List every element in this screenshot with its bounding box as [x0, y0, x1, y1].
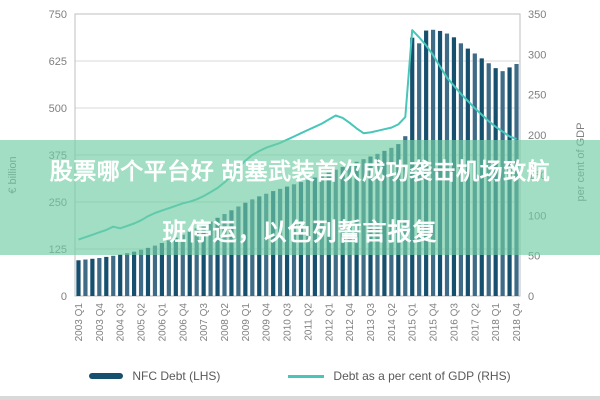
x-axis-tick-label: 2018 Q4: [512, 303, 523, 342]
legend-item-gdp-line: Debt as a per cent of GDP (RHS): [288, 369, 511, 383]
legend-label-nfc-debt: NFC Debt (LHS): [132, 369, 221, 383]
nfc-debt-bar: [111, 255, 116, 296]
nfc-debt-bar: [145, 247, 151, 296]
gdp-line-swatch-icon: [288, 374, 325, 378]
headline-line-2: 班停运，以色列誓言报复: [162, 219, 438, 246]
nfc-debt-bar: [159, 242, 165, 296]
x-axis-tick-label: 2015 Q4: [429, 303, 440, 342]
nfc-debt-bar: [166, 240, 171, 296]
x-axis-tick-label: 2012 Q4: [345, 303, 356, 342]
nfc-debt-bar: [215, 217, 220, 296]
x-axis-tick-label: 2003 Q1: [74, 303, 85, 342]
left-axis-tick-label: 0: [61, 291, 67, 303]
nfc-debt-bar: [76, 260, 81, 296]
x-axis-tick-label: 2003 Q4: [95, 303, 106, 342]
x-axis-tick-label: 2007 Q3: [199, 303, 210, 342]
x-axis-tick-label: 2005 Q2: [137, 303, 148, 342]
right-axis-tick-label: 350: [528, 9, 546, 21]
x-axis-tick-label: 2008 Q2: [220, 303, 231, 342]
legend-label-gdp-line: Debt as a per cent of GDP (RHS): [333, 369, 511, 383]
nfc-debt-bar: [194, 228, 199, 296]
headline-overlay-band: 股票哪个平台好 胡塞武装首次成功袭击机场致航 班停运，以色列誓言报复: [0, 140, 600, 255]
left-axis-tick-label: 500: [49, 103, 67, 115]
x-axis-tick-label: 2017 Q2: [470, 303, 481, 342]
x-axis-tick-label: 2009 Q1: [241, 303, 252, 342]
right-axis-tick-label: 300: [528, 49, 546, 61]
nfc-debt-bar: [201, 224, 206, 296]
x-axis-tick-label: 2009 Q4: [262, 303, 273, 342]
nfc-debt-bar: [152, 245, 158, 296]
nfc-debt-bar: [118, 254, 123, 296]
nfc-debt-bar: [222, 214, 227, 296]
left-axis-tick-label: 625: [49, 56, 67, 68]
nfc-debt-bar: [83, 259, 88, 296]
x-axis-tick-label: 2014 Q2: [387, 303, 398, 342]
legend-item-nfc-debt: NFC Debt (LHS): [89, 369, 220, 383]
x-axis-tick-label: 2010 Q3: [283, 303, 294, 342]
nfc-debt-bar: [173, 237, 178, 296]
nfc-debt-bar: [125, 253, 130, 296]
x-axis-tick-label: 2006 Q4: [178, 303, 189, 342]
right-axis-tick-label: 0: [528, 291, 534, 303]
left-axis-tick-label: 750: [49, 9, 67, 21]
x-axis-tick-label: 2016 Q3: [449, 303, 460, 342]
bottom-border-strip: [0, 396, 600, 400]
nfc-debt-bar: [97, 258, 102, 296]
x-axis-tick-label: 2015 Q1: [408, 303, 419, 342]
x-axis-tick-label: 2013 Q3: [366, 303, 377, 342]
nfc-debt-bar: [90, 258, 95, 296]
headline-line-1: 股票哪个平台好 胡塞武装首次成功袭击机场致航: [49, 158, 551, 184]
chart-legend: NFC Debt (LHS) Debt as a per cent of GDP…: [0, 369, 600, 383]
nfc-debt-bar: [104, 256, 109, 296]
nfc-debt-swatch-icon: [89, 373, 124, 379]
nfc-debt-bar: [180, 234, 185, 296]
right-axis-tick-label: 250: [528, 90, 546, 102]
nfc-debt-bar: [187, 231, 192, 296]
right-axis-tick-label: 200: [528, 130, 546, 142]
x-axis-tick-label: 2012 Q1: [324, 303, 335, 342]
x-axis-tick-label: 2006 Q1: [157, 303, 168, 342]
nfc-debt-bar: [208, 221, 213, 296]
nfc-debt-bar: [132, 251, 137, 296]
nfc-debt-bar: [138, 249, 144, 296]
x-axis-tick-label: 2018 Q1: [491, 303, 502, 342]
x-axis-tick-label: 2004 Q3: [116, 303, 127, 342]
x-axis-tick-label: 2011 Q2: [303, 303, 314, 341]
